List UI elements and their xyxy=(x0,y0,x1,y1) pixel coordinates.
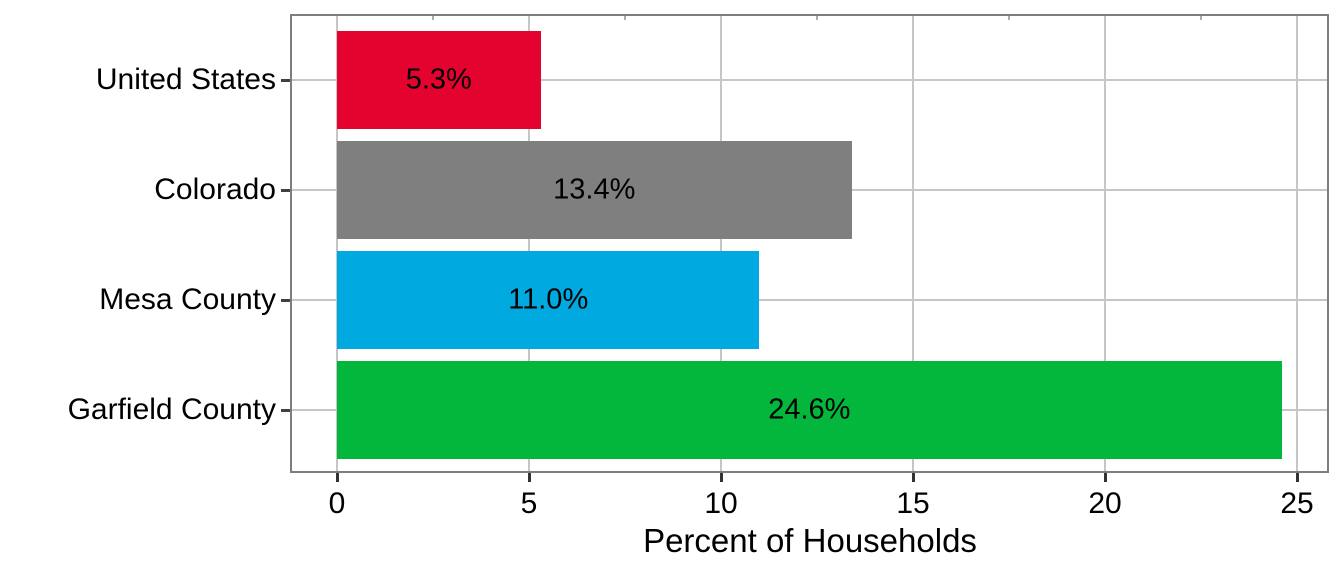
x-tick-label: 15 xyxy=(896,487,930,520)
bar-value-label-colorado: 13.4% xyxy=(553,173,636,206)
bar-value-label-mesa-county: 11.0% xyxy=(508,283,589,316)
x-minor-tick-notch xyxy=(432,14,434,20)
bar-colorado xyxy=(337,141,852,239)
x-tick-label: 5 xyxy=(520,487,538,520)
bar-united-states xyxy=(337,31,541,129)
x-tick-mark-25 xyxy=(1295,473,1299,482)
y-tick-mark-united-states xyxy=(281,78,290,82)
major-gridline-x-20 xyxy=(1104,14,1106,473)
bar-mesa-county xyxy=(337,251,760,349)
major-gridline-x-10 xyxy=(720,14,722,473)
x-minor-tick-notch xyxy=(1200,14,1202,20)
y-tick-label-mesa-county: Mesa County xyxy=(99,283,276,316)
major-gridline-x-5 xyxy=(528,14,530,473)
x-tick-label: 25 xyxy=(1280,487,1314,520)
bar-value-label-united-states: 5.3% xyxy=(405,63,472,96)
y-tick-mark-mesa-county xyxy=(281,298,290,302)
x-tick-label: 10 xyxy=(704,487,738,520)
major-gridline-x-25 xyxy=(1296,14,1298,473)
y-tick-mark-garfield-county xyxy=(281,408,290,412)
category-gridline-united-states xyxy=(290,79,1329,81)
x-minor-tick-notch xyxy=(1008,14,1010,20)
x-axis-title: Percent of Households xyxy=(643,522,977,559)
plot-panel: 5.3% 13.4% 11.0% 24.6% xyxy=(290,14,1329,473)
x-tick-mark-10 xyxy=(719,473,723,482)
y-tick-label-colorado: Colorado xyxy=(154,173,276,206)
major-gridline-x-15 xyxy=(912,14,914,473)
major-gridline-x-0 xyxy=(336,14,338,473)
bar-garfield-county xyxy=(337,361,1282,459)
x-tick-label: 20 xyxy=(1088,487,1122,520)
x-tick-mark-5 xyxy=(527,473,531,482)
x-tick-label: 0 xyxy=(328,487,346,520)
y-tick-mark-colorado xyxy=(281,188,290,192)
x-tick-mark-15 xyxy=(911,473,915,482)
x-tick-mark-0 xyxy=(335,473,339,482)
x-tick-mark-20 xyxy=(1103,473,1107,482)
category-gridline-mesa-county xyxy=(290,299,1329,301)
x-minor-tick-notch xyxy=(816,14,818,20)
y-tick-label-garfield-county: Garfield County xyxy=(67,393,276,426)
bar-value-label-garfield-county: 24.6% xyxy=(768,393,851,426)
x-minor-tick-notch xyxy=(624,14,626,20)
y-tick-label-united-states: United States xyxy=(95,63,276,96)
